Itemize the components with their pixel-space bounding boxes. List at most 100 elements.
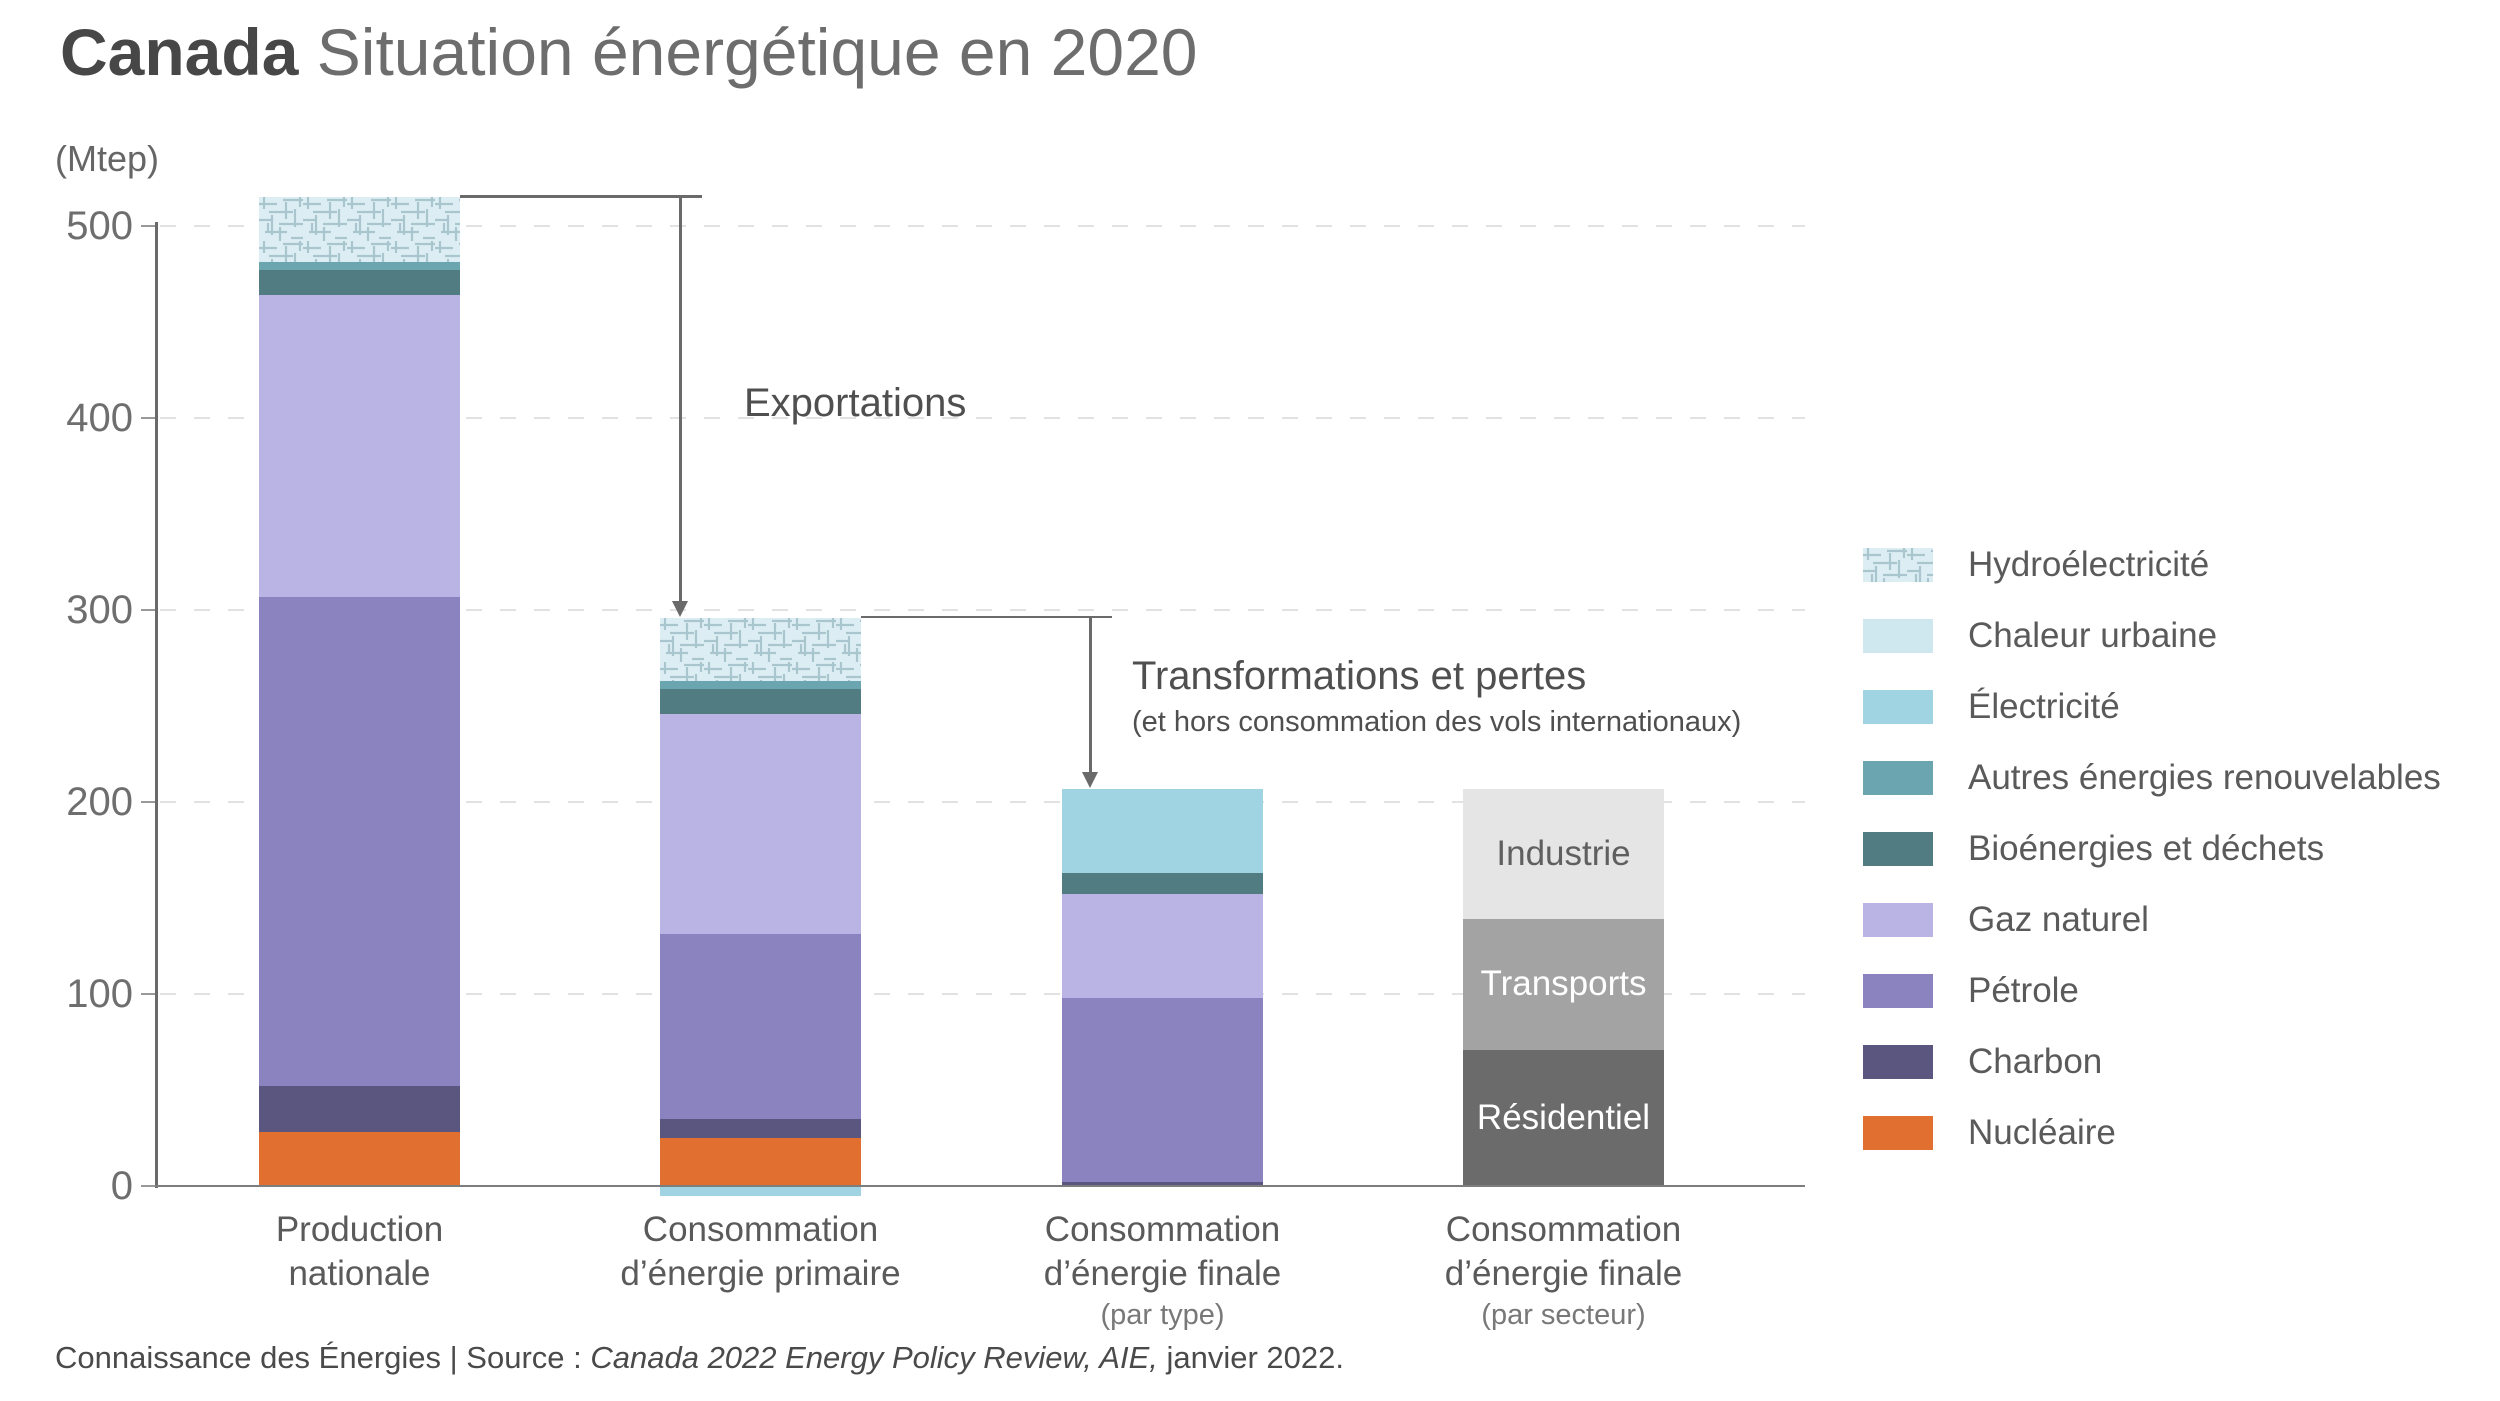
category-label-0: Production nationale: [180, 1208, 540, 1296]
legend-item-electricite: Électricité: [1863, 687, 2463, 727]
bar-segment-autres: [259, 262, 460, 271]
bar-segment-bio: [1062, 873, 1263, 895]
legend-swatch-nucleaire: [1863, 1116, 1933, 1150]
bar-segment-electricite: [660, 1186, 861, 1196]
legend-swatch-gaz: [1863, 903, 1933, 937]
category-line: nationale: [288, 1254, 431, 1293]
legend-label-electricite: Électricité: [1968, 687, 2120, 726]
category-line: Consommation: [1044, 1210, 1281, 1249]
bar-segment-charbon: [259, 1086, 460, 1133]
bar-segment-bio: [660, 688, 861, 714]
bar-segment-hydro: [660, 617, 861, 682]
transformations-sublabel: (et hors consommation des vols internati…: [1132, 705, 1742, 738]
bar-segment-industrie: Industrie: [1463, 788, 1664, 920]
bar-segment-petrole: [259, 596, 460, 1087]
gridline-500: [160, 225, 1805, 227]
sector-label-transports: Transports: [1480, 964, 1647, 1004]
page-title-country: Canada: [60, 15, 299, 89]
y-tick-0: [141, 1185, 155, 1187]
source-suffix: janvier 2022.: [1157, 1340, 1344, 1375]
y-tick-label-0: 0: [110, 1164, 133, 1208]
legend-label-petrole: Pétrole: [1968, 971, 2079, 1010]
exportations-connector-line: [460, 195, 702, 198]
bar-segment-transports: Transports: [1463, 919, 1664, 1050]
category-line: Consommation: [1445, 1210, 1682, 1249]
bar-segment-hydro: [259, 197, 460, 263]
legend-swatch-charbon: [1863, 1045, 1933, 1079]
legend-label-nucleaire: Nucléaire: [1968, 1113, 2116, 1152]
sector-label-industrie: Industrie: [1496, 833, 1631, 873]
legend-swatch-autres: [1863, 761, 1933, 795]
bar-segment-gaz: [259, 295, 460, 597]
exportations-label: Exportations: [744, 381, 967, 426]
legend-item-gaz: Gaz naturel: [1863, 900, 2463, 940]
page-title: Canada Situation énergétique en 2020: [60, 14, 1198, 90]
bar-segment-charbon: [660, 1118, 861, 1138]
category-line: d’énergie primaire: [620, 1254, 901, 1293]
category-line: d’énergie finale: [1444, 1254, 1683, 1293]
legend-label-autres: Autres énergies renouvelables: [1968, 758, 2441, 797]
legend-swatch-bio: [1863, 832, 1933, 866]
y-axis-unit-label: (Mtep): [55, 138, 160, 179]
legend-swatch-electricite: [1863, 690, 1933, 724]
bar-segment-residentiel: Résidentiel: [1463, 1049, 1664, 1186]
y-tick-200: [141, 801, 155, 803]
y-tick-300: [141, 609, 155, 611]
legend-item-bio: Bioénergies et déchets: [1863, 829, 2463, 869]
sector-label-residentiel: Résidentiel: [1476, 1097, 1651, 1137]
legend-swatch-chaleur: [1863, 619, 1933, 653]
gridline-200: [160, 801, 1805, 803]
bar-segment-autres: [660, 681, 861, 689]
bar-segment-charbon: [1062, 1182, 1263, 1186]
category-label-1: Consommation d’énergie primaire: [581, 1208, 941, 1296]
y-tick-500: [141, 225, 155, 227]
legend-item-chaleur: Chaleur urbaine: [1863, 616, 2463, 656]
bar-segment-bio: [259, 270, 460, 296]
bar-segment-petrole: [660, 934, 861, 1119]
y-tick-label-500: 500: [66, 204, 133, 248]
exportations-arrowhead-icon: [672, 600, 688, 617]
legend: Hydroélectricité Chaleur urbaine Électrici…: [1863, 0, 2463, 1401]
category-label-2: Consommation d’énergie finale (par type): [983, 1208, 1343, 1334]
y-tick-label-200: 200: [66, 780, 133, 824]
gridline-100: [160, 993, 1805, 995]
transformations-arrowhead-icon: [1082, 771, 1098, 788]
legend-label-chaleur: Chaleur urbaine: [1968, 616, 2218, 655]
category-line: Production: [275, 1210, 444, 1249]
y-tick-label-300: 300: [66, 588, 133, 632]
gridline-300: [160, 609, 1805, 611]
legend-item-nucleaire: Nucléaire: [1863, 1113, 2463, 1153]
exportations-arrow-line: [679, 197, 682, 604]
category-subline: (par type): [1100, 1299, 1225, 1331]
source-line: Connaissance des Énergies | Source : Can…: [55, 1340, 1344, 1376]
legend-label-hydro: Hydroélectricité: [1968, 545, 2210, 584]
legend-label-bio: Bioénergies et déchets: [1968, 829, 2325, 868]
category-line: d’énergie finale: [1043, 1254, 1282, 1293]
legend-swatch-petrole: [1863, 974, 1933, 1008]
transformations-connector-line: [861, 615, 1112, 619]
y-tick-400: [141, 417, 155, 419]
bar-segment-gaz: [660, 713, 861, 935]
bar-segment-nucleaire: [259, 1132, 460, 1186]
bar-segment-nucleaire: [660, 1138, 861, 1186]
legend-swatch-hydro: [1863, 548, 1933, 582]
y-tick-label-100: 100: [66, 972, 133, 1016]
category-subline: (par secteur): [1481, 1299, 1646, 1331]
legend-item-petrole: Pétrole: [1863, 971, 2463, 1011]
transformations-label: Transformations et pertes: [1132, 653, 1587, 698]
transformations-arrow-line: [1089, 617, 1092, 775]
source-prefix: Connaissance des Énergies | Source :: [55, 1340, 591, 1375]
source-reference: Canada 2022 Energy Policy Review, AIE,: [590, 1340, 1158, 1375]
y-tick-label-400: 400: [66, 396, 133, 440]
y-axis-line: [155, 222, 158, 1188]
legend-label-gaz: Gaz naturel: [1968, 900, 2149, 939]
y-tick-100: [141, 993, 155, 995]
category-line: Consommation: [642, 1210, 879, 1249]
bar-segment-electricite: [1062, 788, 1263, 874]
x-axis-line: [155, 1185, 1805, 1187]
gridline-400: [160, 417, 1805, 419]
page-title-rest: Situation énergétique en 2020: [316, 15, 1198, 89]
legend-item-charbon: Charbon: [1863, 1042, 2463, 1082]
legend-label-charbon: Charbon: [1968, 1042, 2103, 1081]
